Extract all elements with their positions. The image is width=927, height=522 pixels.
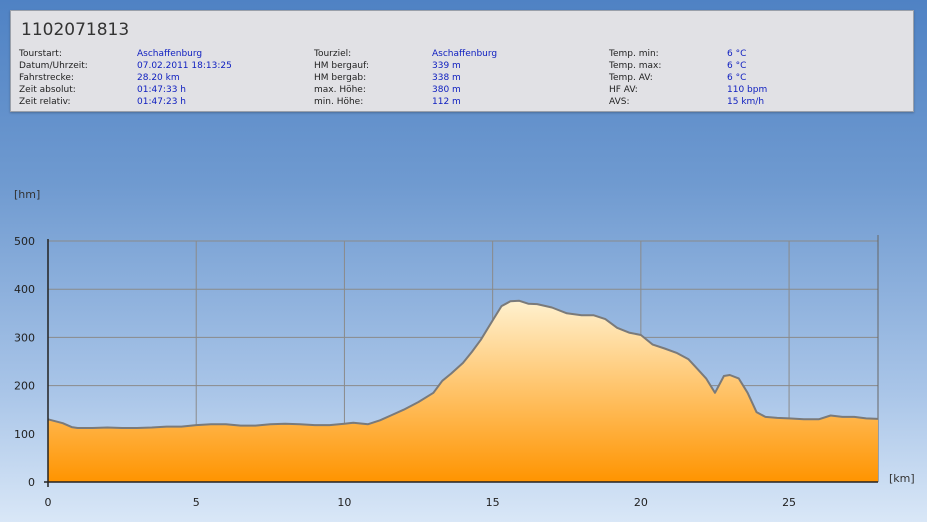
info-value: 338 m	[432, 73, 461, 83]
y-tick-label: 200	[14, 380, 35, 393]
info-label: Tourziel:	[314, 49, 352, 59]
info-label: Datum/Uhrzeit:	[19, 61, 88, 71]
info-value: 110 bpm	[727, 85, 768, 95]
x-tick-label: 0	[45, 496, 52, 509]
tour-info-panel: 1102071813 Tourstart: Aschaffenburg Datum/…	[10, 10, 914, 112]
info-value: 6 °C	[727, 73, 747, 83]
y-tick-label: 300	[14, 331, 35, 344]
info-value: 07.02.2011 18:13:25	[137, 61, 232, 71]
info-label: HM bergab:	[314, 73, 367, 83]
info-value: 15 km/h	[727, 97, 765, 107]
x-tick-label: 25	[782, 496, 796, 509]
elevation-area	[48, 300, 878, 482]
y-tick-label: 100	[14, 428, 35, 441]
x-tick-label: 5	[193, 496, 200, 509]
y-tick-label: 0	[28, 476, 35, 489]
info-label: Fahrstrecke:	[19, 73, 74, 83]
info-value: 28.20 km	[137, 73, 180, 83]
info-value: 6 °C	[727, 49, 747, 59]
tour-title: 1102071813	[21, 20, 130, 40]
info-label: Zeit relativ:	[19, 97, 71, 107]
info-label: Temp. AV:	[609, 73, 653, 83]
info-value: Aschaffenburg	[137, 49, 203, 59]
info-value: 339 m	[432, 61, 461, 71]
info-label: Tourstart:	[19, 49, 62, 59]
y-tick-label: 500	[14, 235, 35, 248]
x-tick-label: 10	[337, 496, 351, 509]
chart-axes: 0 100 200 300 400 500 0 5 10 15 20 25	[14, 235, 878, 509]
info-value: Aschaffenburg	[432, 49, 498, 59]
elevation-line	[47, 299, 879, 429]
info-value: 01:47:23 h	[137, 97, 186, 107]
y-tick-label: 400	[14, 283, 35, 296]
info-label: Temp. max:	[609, 61, 662, 71]
info-label: HF AV:	[609, 85, 638, 95]
x-tick-label: 15	[486, 496, 500, 509]
info-label: Temp. min:	[609, 49, 659, 59]
info-label: HM bergauf:	[314, 61, 369, 71]
x-axis-unit-label: [km]	[889, 472, 915, 485]
info-label: AVS:	[609, 97, 630, 107]
info-value: 6 °C	[727, 61, 747, 71]
info-value: 01:47:33 h	[137, 85, 186, 95]
info-label: min. Höhe:	[314, 97, 364, 107]
info-value: 112 m	[432, 97, 461, 107]
y-axis-unit-label: [hm]	[14, 188, 40, 201]
x-tick-label: 20	[634, 496, 648, 509]
info-label: max. Höhe:	[314, 85, 366, 95]
info-value: 380 m	[432, 85, 461, 95]
info-label: Zeit absolut:	[19, 85, 76, 95]
